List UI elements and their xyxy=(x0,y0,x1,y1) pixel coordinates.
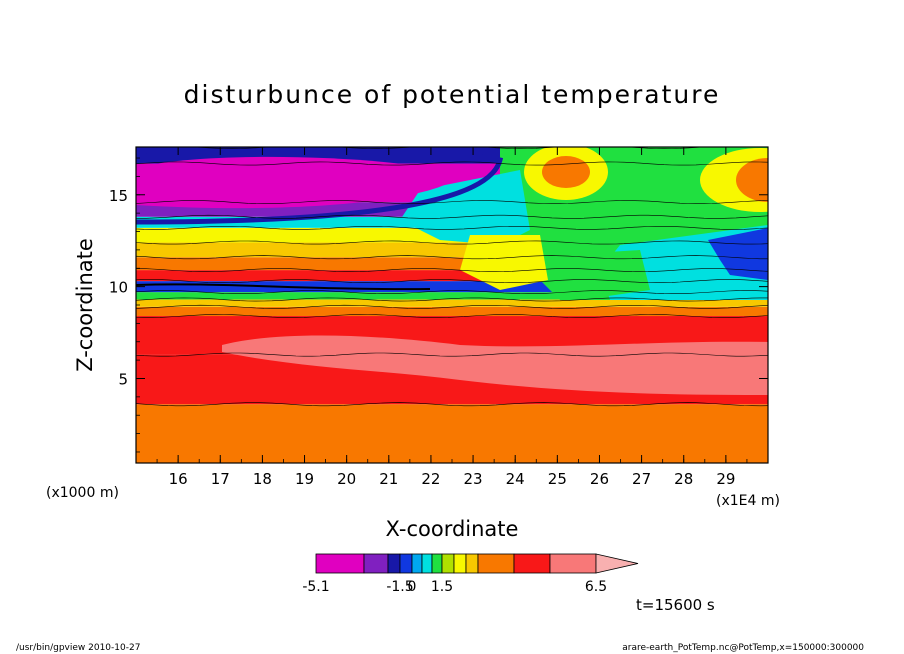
x-axis: 16 17 18 19 20 21 22 23 24 25 26 27 28 29 xyxy=(135,147,769,488)
colorbar-cell xyxy=(387,553,401,574)
y-axis-label: Z-coordinate xyxy=(73,238,97,372)
contour-region-yellow xyxy=(460,235,548,290)
contour-line-black xyxy=(136,283,431,291)
x-tick-label: 16 xyxy=(169,470,188,488)
time-label: t=15600 s xyxy=(636,596,715,614)
colorbar-cell xyxy=(399,553,413,574)
footer-right: arare-earth_PotTemp.nc@PotTemp,x=150000:… xyxy=(622,643,864,653)
x-tick-label: 22 xyxy=(421,470,440,488)
contour-line-3 xyxy=(136,304,768,309)
x-tick-label: 19 xyxy=(295,470,314,488)
x-tick-label: 25 xyxy=(548,470,567,488)
contour-band-6 xyxy=(136,281,768,293)
contour-region-blue-right xyxy=(708,228,768,280)
contour-line-7 xyxy=(136,268,768,273)
colorbar-tick-label: -1.5 xyxy=(386,579,413,595)
y-tick-label: 15 xyxy=(109,187,128,205)
contour-line-0 xyxy=(136,402,768,407)
colorbar-cell xyxy=(465,553,479,574)
contour-line-14 xyxy=(136,147,706,149)
contour-band-0 xyxy=(136,404,768,463)
x-unit-right: (x1E4 m) xyxy=(716,493,780,509)
x-unit-left: (x1000 m) xyxy=(46,485,119,501)
x-tick-label: 23 xyxy=(464,470,483,488)
colorbar-tick-label: 6.5 xyxy=(585,579,607,595)
colorbar-cell xyxy=(477,553,515,574)
x-axis-label: X-coordinate xyxy=(386,517,519,541)
colorbar-extend xyxy=(595,553,639,574)
x-tick-label: 28 xyxy=(674,470,693,488)
colorbar-tick-label: -5.1 xyxy=(302,579,329,595)
chart-title: disturbunce of potential temperature xyxy=(184,80,721,109)
contour-line-4 xyxy=(136,297,768,302)
contour-line-1 xyxy=(136,352,768,357)
colorbar-cell xyxy=(421,553,433,574)
contour-field xyxy=(136,147,768,463)
colorbar-tick-label: 1.5 xyxy=(431,579,453,595)
contour-line-8 xyxy=(136,255,768,260)
contour-line-9 xyxy=(136,240,768,245)
colorbar-cell xyxy=(441,553,455,574)
contour-high-right-inner xyxy=(736,158,768,202)
x-tick-label: 20 xyxy=(337,470,356,488)
contour-band-4 xyxy=(136,299,768,307)
x-tick-label: 18 xyxy=(253,470,272,488)
x-tick-label: 26 xyxy=(590,470,609,488)
contour-orange-blob xyxy=(247,404,296,437)
x-tick-label: 29 xyxy=(716,470,735,488)
contour-line-2 xyxy=(136,314,768,318)
y-axis: 5 10 15 xyxy=(109,157,768,453)
colorbar-cell xyxy=(411,553,423,574)
colorbar: -5.1 -1.50 1.5 6.5 xyxy=(302,553,639,595)
colorbar-cell xyxy=(513,553,551,574)
y-tick-label: 10 xyxy=(109,279,128,297)
colorbar-cell xyxy=(453,553,467,574)
contour-band-3 xyxy=(136,306,768,317)
x-tick-label: 17 xyxy=(211,470,230,488)
footer-left: /usr/bin/gpview 2010-10-27 xyxy=(16,643,140,653)
x-tick-label: 27 xyxy=(632,470,651,488)
x-tick-label: 24 xyxy=(506,470,525,488)
contour-line-5 xyxy=(136,290,768,295)
colorbar-cell xyxy=(363,553,389,574)
contour-low-core xyxy=(136,156,460,209)
contour-high-orange-center-inner xyxy=(542,156,590,188)
colorbar-cell xyxy=(549,553,597,574)
colorbar-tick-label: 0 xyxy=(408,579,417,595)
x-tick-label: 21 xyxy=(379,470,398,488)
contour-line-10 xyxy=(136,226,768,230)
contour-line-12 xyxy=(136,200,768,204)
contour-band-5 xyxy=(136,292,768,300)
colorbar-cell xyxy=(431,553,443,574)
contour-line-6 xyxy=(136,279,768,284)
y-tick-label: 5 xyxy=(118,370,128,388)
contour-line-11 xyxy=(136,214,768,219)
colorbar-cell xyxy=(315,553,365,574)
contour-region-green-low xyxy=(556,250,650,300)
contour-pink-core xyxy=(222,335,768,395)
contour-low-rim xyxy=(136,147,504,225)
contour-line-13 xyxy=(136,161,768,166)
contour-band-7 xyxy=(136,270,768,282)
